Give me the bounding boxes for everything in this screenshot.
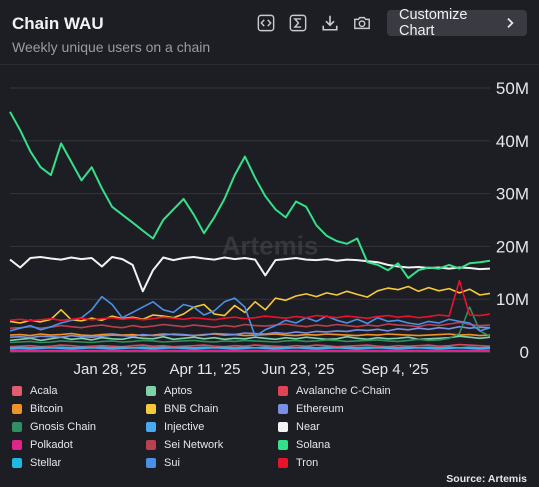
legend-swatch	[12, 404, 22, 414]
series-line-aptos	[9, 335, 491, 342]
legend-item[interactable]: Avalanche C-Chain	[278, 385, 391, 397]
sigma-icon[interactable]	[287, 12, 309, 34]
y-tick-label: 10M	[496, 290, 529, 309]
legend-swatch	[146, 440, 156, 450]
series-line-gnosis-chain	[9, 306, 491, 344]
legend-item[interactable]: Tron	[278, 457, 318, 469]
legend-item[interactable]: Near	[278, 421, 320, 433]
watermark: Artemis	[222, 230, 319, 260]
legend-swatch	[278, 458, 288, 468]
series-line-solana	[9, 111, 491, 280]
legend-item[interactable]: Sui	[146, 457, 180, 469]
x-tick-label: Sep 4, '25	[361, 361, 428, 378]
legend-item[interactable]: Bitcoin	[12, 403, 63, 415]
legend-label: Acala	[30, 385, 58, 397]
legend-label: Near	[296, 421, 320, 433]
legend-item[interactable]: Injective	[146, 421, 204, 433]
legend-label: Ethereum	[296, 403, 344, 415]
y-tick-label: 20M	[496, 237, 529, 256]
line-chart: 0 10M 20M 30M 40M 50M Artemis Jan 28, '25 Apr 11…	[9, 79, 529, 378]
series-line-bnb-chain	[9, 285, 491, 324]
legend-label: Polkadot	[30, 439, 73, 451]
legend-label: Solana	[296, 439, 331, 451]
camera-icon[interactable]	[351, 12, 373, 34]
legend-item[interactable]: Sei Network	[146, 439, 223, 451]
legend-item[interactable]: Acala	[12, 385, 58, 397]
legend-item[interactable]: Polkadot	[12, 439, 73, 451]
chart-subtitle: Weekly unique users on a chain	[12, 39, 211, 55]
legend-label: Aptos	[164, 385, 193, 397]
legend-swatch	[278, 422, 288, 432]
toolbar: Customize Chart	[255, 7, 527, 39]
customize-chart-label: Customize Chart	[399, 7, 468, 39]
legend-item[interactable]: Solana	[278, 439, 330, 451]
y-tick-label: 40M	[496, 132, 529, 151]
chart-title: Chain WAU	[12, 14, 104, 33]
legend-swatch	[146, 422, 156, 432]
legend-swatch	[12, 458, 22, 468]
series-line-tron	[9, 279, 491, 322]
x-tick-label: Jan 28, '25	[74, 361, 147, 378]
legend-swatch	[278, 440, 288, 450]
download-icon[interactable]	[319, 12, 341, 34]
series-line-near	[9, 256, 491, 293]
legend-label: Sei Network	[164, 439, 224, 451]
legend-label: Tron	[296, 457, 319, 469]
series-line-bitcoin	[9, 332, 491, 337]
customize-chart-button[interactable]: Customize Chart	[387, 7, 527, 39]
legend-swatch	[146, 458, 156, 468]
chevron-right-icon	[507, 17, 514, 29]
legend-item[interactable]: Ethereum	[278, 403, 344, 415]
series-line-avalanche-c-chain	[9, 343, 491, 348]
legend-swatch	[146, 386, 156, 396]
legend-label: Bitcoin	[30, 403, 64, 415]
legend-label: Avalanche C-Chain	[296, 385, 391, 397]
legend-swatch	[12, 422, 22, 432]
y-tick-label: 0	[520, 343, 529, 362]
legend-swatch	[12, 386, 22, 396]
y-tick-label: 30M	[496, 185, 529, 204]
legend-item[interactable]: Gnosis Chain	[12, 421, 96, 433]
series-line-ethereum	[9, 325, 491, 339]
legend-item[interactable]: BNB Chain	[146, 403, 218, 415]
legend-label: Sui	[164, 457, 180, 469]
y-tick-label: 50M	[496, 79, 529, 98]
legend-swatch	[146, 404, 156, 414]
header-divider	[0, 64, 539, 65]
series-line-sei-network	[9, 321, 491, 330]
x-tick-label: Jun 23, '25	[262, 361, 335, 378]
legend-item[interactable]: Stellar	[12, 457, 61, 469]
embed-icon[interactable]	[255, 12, 277, 34]
series-line-stellar	[9, 346, 491, 349]
legend-label: Injective	[164, 421, 205, 433]
legend-label: Gnosis Chain	[30, 421, 97, 433]
legend-swatch	[12, 440, 22, 450]
x-tick-label: Apr 11, '25	[170, 361, 241, 378]
legend-label: Stellar	[30, 457, 62, 469]
series-line-sui	[9, 295, 491, 338]
legend-swatch	[278, 404, 288, 414]
legend-label: BNB Chain	[164, 403, 219, 415]
legend-swatch	[278, 386, 288, 396]
source-label: Source: Artemis	[446, 473, 527, 485]
legend-item[interactable]: Aptos	[146, 385, 192, 397]
